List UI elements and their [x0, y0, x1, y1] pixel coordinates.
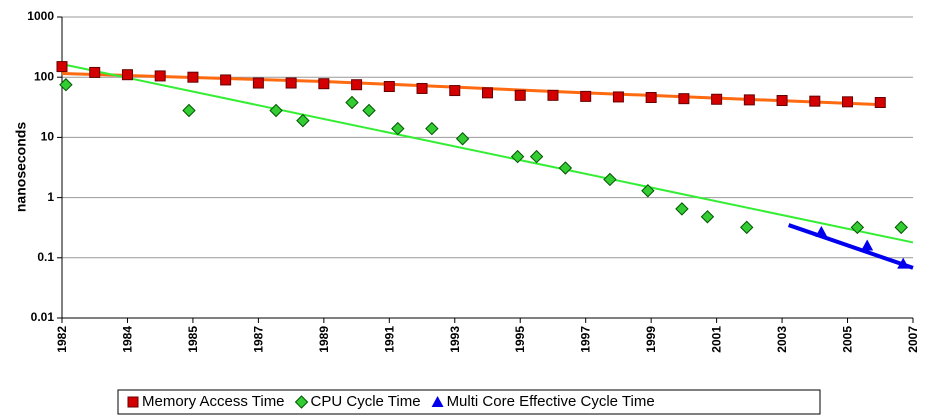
marker: [416, 82, 428, 94]
legend-label: CPU Cycle Time: [311, 393, 421, 410]
marker: [455, 132, 470, 146]
legend-box: [117, 389, 821, 415]
x-tick-label: 1982: [55, 326, 69, 353]
marker: [743, 94, 755, 106]
marker: [842, 96, 854, 108]
marker: [894, 220, 908, 235]
y-tick-label: 10: [41, 130, 55, 144]
marker: [815, 225, 828, 237]
marker: [89, 66, 101, 78]
marker: [547, 89, 559, 101]
marker: [351, 79, 363, 91]
x-tick-label: 1987: [251, 326, 265, 353]
x-tick-label: 1984: [120, 326, 134, 353]
marker: [740, 220, 754, 235]
legend-marker: [431, 396, 444, 407]
marker: [861, 239, 874, 251]
marker: [269, 103, 283, 118]
marker: [182, 103, 196, 118]
y-tick-label: 1: [47, 190, 54, 204]
marker: [711, 93, 723, 105]
y-tick-label: 100: [34, 69, 54, 83]
x-tick-label: 2001: [710, 326, 724, 353]
x-tick-label: 1993: [448, 326, 462, 353]
marker: [56, 61, 68, 73]
marker: [612, 91, 624, 103]
marker: [645, 92, 657, 104]
x-tick-label: 1997: [579, 326, 593, 353]
marker: [514, 89, 526, 101]
marker: [641, 184, 655, 198]
marker: [187, 71, 199, 83]
marker: [850, 220, 865, 235]
marker: [482, 87, 493, 99]
x-tick-label: 1991: [382, 326, 396, 353]
marker: [318, 78, 330, 90]
marker: [529, 149, 544, 164]
x-tick-label: 1989: [317, 326, 331, 353]
y-tick-label: 0.01: [31, 310, 55, 324]
x-tick-label: 2003: [775, 326, 789, 353]
marker: [285, 77, 297, 89]
legend-label: Memory Access Time: [142, 393, 285, 410]
marker: [603, 172, 617, 187]
marker: [296, 113, 310, 128]
marker: [220, 74, 232, 86]
marker: [425, 121, 439, 136]
marker: [391, 121, 405, 136]
marker: [897, 257, 910, 269]
marker: [809, 95, 821, 107]
x-tick-label: 1995: [513, 326, 527, 353]
marker: [383, 81, 395, 93]
x-tick-label: 2007: [906, 326, 920, 353]
marker: [121, 69, 133, 81]
marker: [362, 103, 376, 118]
marker: [154, 70, 166, 82]
marker: [580, 90, 592, 102]
legend-marker: [294, 395, 309, 409]
legend-label: Multi Core Effective Cycle Time: [447, 393, 655, 410]
marker: [776, 95, 788, 107]
marker: [675, 202, 689, 216]
marker: [345, 95, 359, 110]
trend-line: [787, 223, 914, 270]
marker: [678, 93, 690, 105]
marker: [558, 161, 573, 175]
x-tick-label: 1999: [644, 326, 658, 353]
marker: [510, 149, 525, 164]
y-axis-label: nanoseconds: [13, 122, 29, 212]
x-tick-label: 1985: [186, 326, 200, 353]
marker: [252, 77, 264, 89]
marker: [700, 210, 715, 224]
legend-marker: [127, 396, 139, 408]
marker: [59, 78, 73, 92]
y-tick-label: 1000: [27, 9, 54, 23]
marker: [874, 96, 886, 108]
marker: [449, 85, 461, 97]
y-tick-label: 0.1: [37, 250, 54, 264]
x-tick-label: 2005: [841, 326, 855, 353]
trend-line: [61, 63, 914, 244]
